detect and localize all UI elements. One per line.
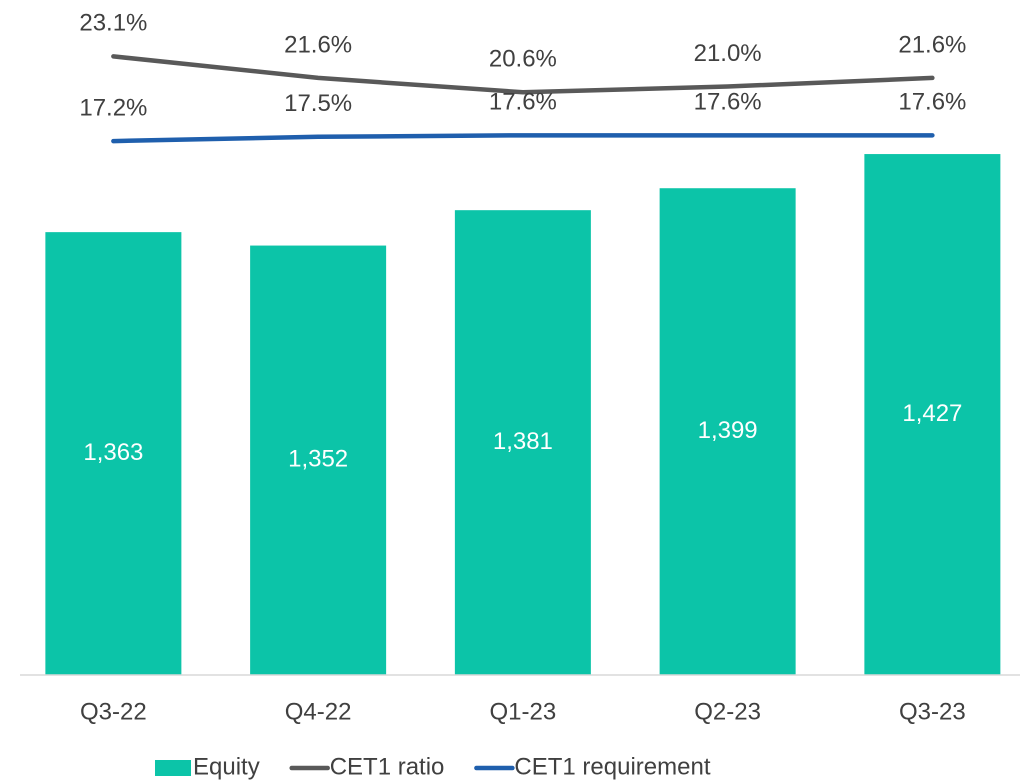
x-tick-label: Q1-23 — [490, 698, 557, 725]
bar — [250, 245, 387, 675]
bar — [454, 210, 591, 675]
line-value-label: 21.0% — [694, 40, 762, 67]
line-value-label: 17.2% — [79, 94, 147, 121]
x-tick-label: Q3-23 — [899, 698, 966, 725]
line-value-label: 23.1% — [79, 10, 147, 37]
x-tick-label: Q2-23 — [694, 698, 761, 725]
bar-value-label: 1,427 — [902, 400, 962, 427]
legend-swatch — [155, 760, 191, 776]
bar-value-label: 1,399 — [698, 417, 758, 444]
bar-value-label: 1,363 — [83, 439, 143, 466]
bar-value-label: 1,381 — [493, 428, 553, 455]
x-tick-label: Q4-22 — [285, 698, 352, 725]
x-tick-label: Q3-22 — [80, 698, 147, 725]
bar — [45, 232, 182, 675]
legend-label: Equity — [193, 753, 260, 780]
legend-label: CET1 requirement — [514, 753, 710, 780]
line-value-label: 17.6% — [898, 89, 966, 116]
line — [111, 133, 935, 144]
legend-label: CET1 ratio — [330, 753, 445, 780]
line-value-label: 21.6% — [284, 31, 352, 58]
bar-value-label: 1,352 — [288, 446, 348, 473]
line-value-label: 17.5% — [284, 90, 352, 117]
bar — [864, 154, 1001, 675]
line-value-label: 20.6% — [489, 46, 557, 73]
line-value-label: 17.6% — [694, 89, 762, 116]
line-value-label: 17.6% — [489, 89, 557, 116]
line-value-label: 21.6% — [898, 31, 966, 58]
line — [111, 54, 935, 95]
bar — [659, 188, 796, 675]
